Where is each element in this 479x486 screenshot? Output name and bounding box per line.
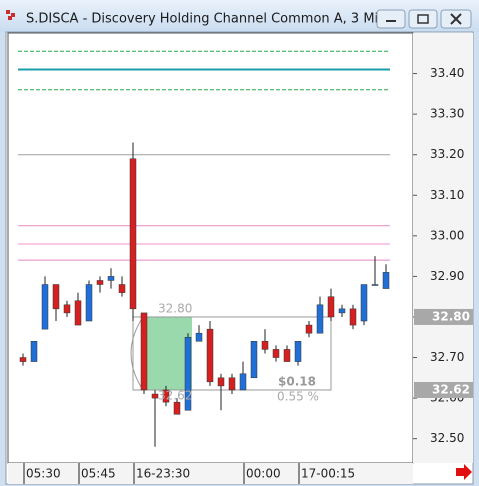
price-marker [414, 381, 473, 398]
candle-body [239, 373, 247, 391]
candle-body [206, 328, 214, 383]
y-tick-label: 32.50 [430, 431, 464, 445]
candle-body [19, 357, 27, 362]
candle-body [217, 377, 225, 387]
candle-body [162, 389, 170, 403]
minimize-button[interactable] [376, 9, 406, 29]
candle-body [327, 296, 335, 318]
candle-body [173, 401, 181, 415]
x-tick-label: 05:30 [26, 467, 61, 481]
price-marker-label: 32.62 [432, 382, 470, 396]
candle-body [360, 284, 368, 322]
candle-body [283, 349, 291, 362]
app-icon [6, 10, 15, 20]
candle-body [107, 276, 115, 281]
x-tick-label: 17-00:15 [301, 467, 355, 481]
candle-body [382, 272, 390, 289]
measure-low-label: 32.62 [158, 388, 192, 402]
candle-body [118, 284, 126, 293]
candle-body [294, 341, 302, 362]
window-title: S.DISCA - Discovery Holding Channel Comm… [26, 12, 386, 27]
candle-body [129, 158, 137, 310]
candle-body [52, 284, 60, 310]
y-tick-label: 33.30 [430, 107, 464, 121]
measure-bracket [130, 316, 144, 391]
measure-high-label: 32.80 [158, 301, 192, 315]
y-tick-label: 33.10 [430, 188, 464, 202]
candle-body [96, 280, 104, 285]
y-tick-label: 33.40 [430, 66, 464, 80]
candle-body [272, 349, 280, 358]
x-tick-label: 00:00 [246, 467, 281, 481]
price-marker-label: 32.80 [432, 309, 470, 323]
candle-body [261, 341, 269, 350]
x-tick-label: 05:45 [81, 467, 116, 481]
x-axis-area [8, 463, 413, 484]
candle-body [63, 304, 71, 314]
scroll-arrow[interactable] [456, 464, 472, 480]
candle-body [30, 341, 38, 362]
y-tick-label: 32.90 [430, 269, 464, 283]
candle-body [316, 304, 324, 334]
x-tick-label: 16-23:30 [136, 467, 190, 481]
candle-body [371, 284, 379, 286]
candle-body [228, 377, 236, 391]
candle-body [140, 312, 148, 391]
y-tick-label: 32.70 [430, 350, 464, 364]
candle-body [74, 300, 82, 326]
measure-change-label: $0.18 [278, 374, 316, 388]
close-button[interactable] [440, 9, 472, 29]
candle-body [85, 284, 93, 322]
candle-body [349, 308, 357, 326]
candle-body [151, 393, 159, 399]
y-tick-label: 33.00 [430, 228, 464, 242]
candle-body [184, 336, 192, 411]
candle-body [195, 332, 203, 342]
plot-area [7, 32, 414, 464]
candle-body [305, 324, 313, 334]
candle-body [41, 284, 49, 330]
price-marker [414, 308, 473, 325]
measure-fill [142, 316, 192, 390]
maximize-button[interactable] [408, 9, 438, 29]
candle-body [338, 308, 346, 314]
y-tick-label: 33.20 [430, 147, 464, 161]
candle-body [250, 341, 258, 379]
measure-percent-label: 0.55 % [277, 389, 319, 403]
